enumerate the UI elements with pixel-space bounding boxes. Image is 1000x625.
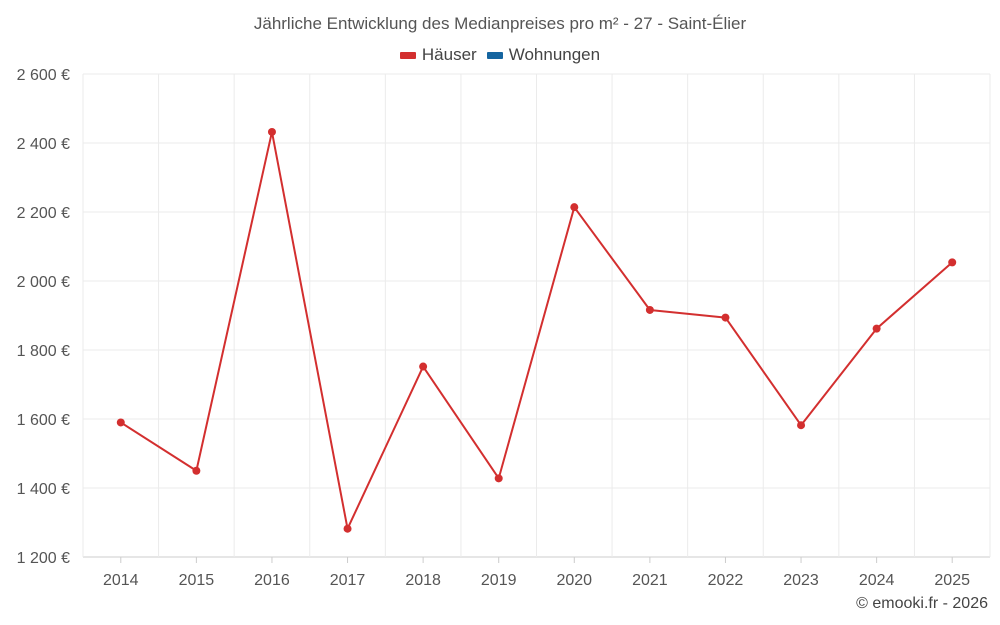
data-point — [343, 524, 352, 533]
x-tick-label: 2024 — [859, 572, 895, 589]
chart-legend: Häuser Wohnungen — [0, 45, 1000, 65]
legend-swatch-haeuser — [399, 51, 416, 59]
y-tick-label: 1 200 € — [17, 550, 70, 567]
data-point — [419, 362, 428, 371]
data-point — [721, 313, 730, 322]
data-point — [948, 258, 957, 267]
legend-label-haeuser: Häuser — [421, 45, 477, 64]
legend-swatch-wohnungen — [486, 51, 503, 59]
y-tick-label: 1 800 € — [17, 343, 70, 360]
data-point — [267, 127, 276, 136]
data-point — [645, 305, 654, 314]
y-tick-label: 2 400 € — [17, 136, 70, 153]
y-tick-label: 1 600 € — [17, 412, 70, 429]
data-point — [797, 421, 806, 430]
x-tick-label: 2015 — [179, 572, 215, 589]
series-line-haeuser — [120, 130, 953, 530]
x-tick-label: 2017 — [330, 572, 366, 589]
x-tick-label: 2025 — [934, 572, 970, 589]
data-point — [192, 466, 201, 475]
data-point — [116, 418, 125, 427]
x-tick-label: 2020 — [556, 572, 592, 589]
x-tick-label: 2021 — [632, 572, 668, 589]
data-point — [872, 324, 881, 333]
legend-label-wohnungen: Wohnungen — [508, 45, 601, 64]
legend-item-haeuser[interactable]: Häuser — [399, 45, 477, 65]
chart-title: Jährliche Entwicklung des Medianpreises … — [253, 14, 747, 33]
y-tick-label: 1 400 € — [17, 481, 70, 498]
y-tick-label: 2 200 € — [17, 205, 70, 222]
copyright-credit: © emooki.fr - 2026 — [856, 595, 988, 612]
x-tick-label: 2018 — [405, 572, 441, 589]
y-tick-label: 2 600 € — [17, 67, 70, 84]
x-tick-label: 2023 — [783, 572, 819, 589]
data-point — [494, 474, 503, 483]
data-point — [570, 203, 579, 212]
y-tick-label: 2 000 € — [17, 274, 70, 291]
legend-item-wohnungen[interactable]: Wohnungen — [486, 45, 601, 65]
x-tick-label: 2019 — [481, 572, 517, 589]
x-tick-label: 2016 — [254, 572, 290, 589]
x-tick-label: 2022 — [708, 572, 744, 589]
x-tick-label: 2014 — [103, 572, 139, 589]
